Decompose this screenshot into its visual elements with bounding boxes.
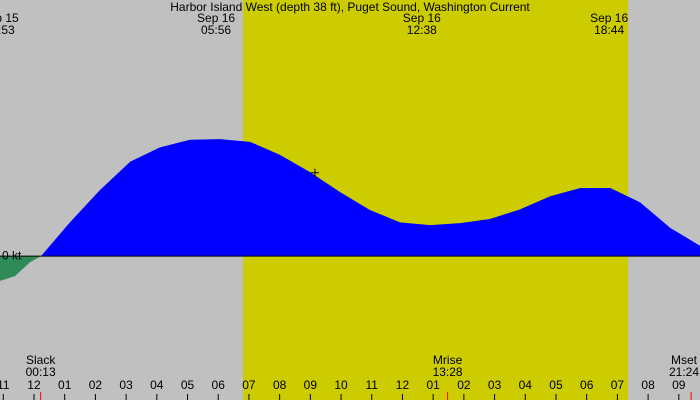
x-tick-label: 07 (611, 378, 625, 392)
event-name: Mrise (433, 353, 463, 367)
x-tick-label: 03 (119, 378, 133, 392)
x-tick-label: 02 (457, 378, 471, 392)
x-tick-label: 09 (672, 378, 686, 392)
now-marker (310, 168, 319, 177)
event-name: Mset (671, 353, 698, 367)
x-tick-label: 06 (212, 378, 226, 392)
x-tick-label: 06 (580, 378, 594, 392)
extreme-time: 18:44 (594, 23, 624, 37)
x-tick-label: 04 (519, 378, 533, 392)
x-tick-label: 01 (58, 378, 72, 392)
x-tick-label: 01 (426, 378, 440, 392)
extreme-date: Sep 16 (590, 11, 628, 25)
x-tick-label: 03 (488, 378, 502, 392)
x-tick-label: 08 (641, 378, 655, 392)
event-time: 00:13 (26, 365, 56, 379)
y-tick-label: 0 kt (2, 248, 22, 262)
x-tick-label: 09 (304, 378, 318, 392)
x-tick-label: 10 (334, 378, 348, 392)
x-tick-label: 12 (396, 378, 410, 392)
x-tick-label: 11 (0, 378, 10, 392)
x-tick-label: 07 (242, 378, 256, 392)
chart-title: Harbor Island West (depth 38 ft), Puget … (170, 0, 530, 14)
x-tick-label: 05 (181, 378, 195, 392)
extreme-time: 12:38 (407, 23, 437, 37)
x-tick-label: 02 (89, 378, 103, 392)
extreme-date: Sep 16 (403, 11, 441, 25)
current-area-ebb (0, 256, 42, 281)
event-name: Slack (26, 353, 56, 367)
x-tick-label: 04 (150, 378, 164, 392)
event-time: 13:28 (433, 365, 463, 379)
extreme-date: Sep 16 (197, 11, 235, 25)
event-time: 21:24 (669, 365, 699, 379)
extreme-time: 05:56 (201, 23, 231, 37)
x-tick-label: 08 (273, 378, 287, 392)
x-tick-label: 11 (366, 378, 379, 392)
current-area (0, 139, 700, 257)
x-tick-label: 05 (549, 378, 563, 392)
x-tick-label: 12 (27, 378, 41, 392)
extreme-date: Sep 15 (0, 11, 19, 25)
extreme-time: 22:53 (0, 23, 15, 37)
